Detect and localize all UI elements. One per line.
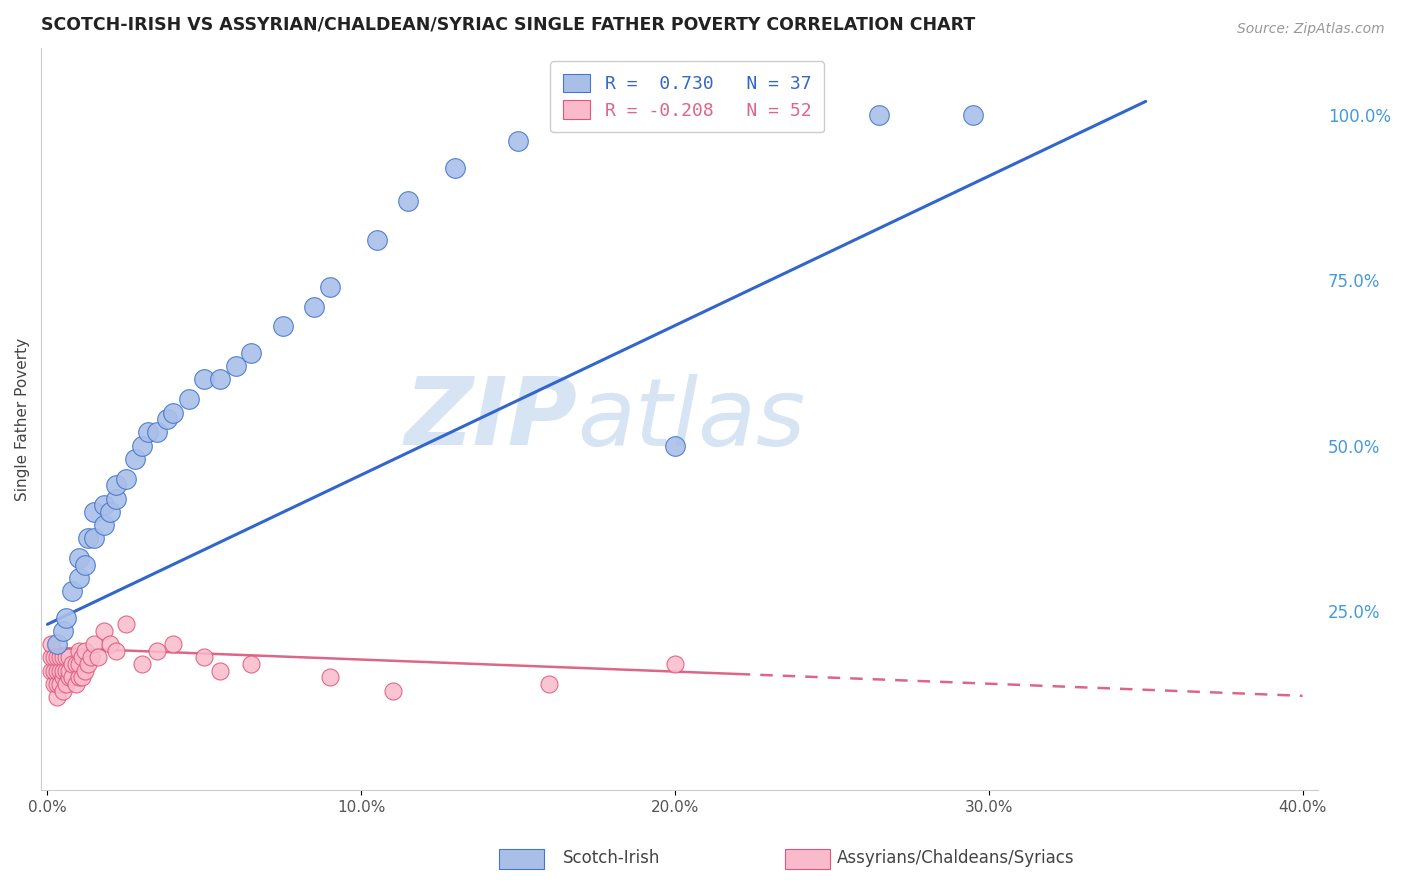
Point xyxy=(52,664,75,678)
Point xyxy=(962,108,984,122)
Point xyxy=(62,584,84,599)
Point xyxy=(381,683,404,698)
Point xyxy=(319,670,342,684)
Point xyxy=(73,664,96,678)
Text: ZIP: ZIP xyxy=(405,373,578,465)
Text: SCOTCH-IRISH VS ASSYRIAN/CHALDEAN/SYRIAC SINGLE FATHER POVERTY CORRELATION CHART: SCOTCH-IRISH VS ASSYRIAN/CHALDEAN/SYRIAC… xyxy=(41,15,976,33)
Point xyxy=(45,664,67,678)
Point xyxy=(67,644,90,658)
Point xyxy=(105,644,128,658)
Point xyxy=(67,670,90,684)
Point xyxy=(115,617,138,632)
Point xyxy=(366,234,388,248)
Point xyxy=(55,677,77,691)
Point xyxy=(208,664,231,678)
Point xyxy=(45,637,67,651)
Point xyxy=(62,657,84,671)
Point xyxy=(146,425,169,440)
Point xyxy=(240,346,263,360)
Point xyxy=(67,571,90,585)
Point xyxy=(73,558,96,572)
Point xyxy=(45,677,67,691)
Point xyxy=(162,637,184,651)
Point xyxy=(93,498,115,512)
Text: Assyrians/Chaldeans/Syriacs: Assyrians/Chaldeans/Syriacs xyxy=(837,849,1074,867)
Point xyxy=(93,518,115,533)
Point xyxy=(83,531,105,545)
Point xyxy=(52,624,75,638)
Point xyxy=(86,650,108,665)
Point xyxy=(67,657,90,671)
Point xyxy=(156,412,179,426)
Point xyxy=(67,551,90,566)
Point xyxy=(70,650,93,665)
Point xyxy=(208,372,231,386)
Point xyxy=(162,405,184,419)
Text: atlas: atlas xyxy=(578,374,806,465)
Point xyxy=(240,657,263,671)
Point xyxy=(39,637,62,651)
Point xyxy=(62,670,84,684)
Point xyxy=(52,650,75,665)
Point xyxy=(42,677,65,691)
Point xyxy=(49,650,72,665)
Text: Scotch-Irish: Scotch-Irish xyxy=(562,849,659,867)
Point xyxy=(80,650,103,665)
Point xyxy=(73,644,96,658)
Point xyxy=(664,439,686,453)
Point xyxy=(55,664,77,678)
Point xyxy=(136,425,159,440)
Point xyxy=(55,611,77,625)
Point xyxy=(225,359,247,374)
Point xyxy=(98,637,121,651)
Point xyxy=(193,650,215,665)
Point xyxy=(98,505,121,519)
Point xyxy=(45,690,67,705)
Point xyxy=(65,657,87,671)
Point xyxy=(105,478,128,492)
Point xyxy=(52,670,75,684)
Point xyxy=(444,161,467,175)
Point xyxy=(49,677,72,691)
Point xyxy=(396,194,419,208)
Point xyxy=(105,491,128,506)
Point xyxy=(193,372,215,386)
Point xyxy=(65,677,87,691)
Point xyxy=(538,677,561,691)
Point xyxy=(77,657,100,671)
Point xyxy=(664,657,686,671)
Point xyxy=(319,279,342,293)
Point xyxy=(39,650,62,665)
Point xyxy=(83,505,105,519)
Text: Source: ZipAtlas.com: Source: ZipAtlas.com xyxy=(1237,22,1385,37)
Point xyxy=(70,670,93,684)
Point xyxy=(124,451,146,466)
Point xyxy=(45,650,67,665)
Point xyxy=(131,657,153,671)
Point xyxy=(49,664,72,678)
Point xyxy=(177,392,200,407)
Point xyxy=(77,531,100,545)
Point xyxy=(302,300,325,314)
Point xyxy=(93,624,115,638)
Point xyxy=(271,319,294,334)
Point xyxy=(52,683,75,698)
Point xyxy=(146,644,169,658)
Point xyxy=(868,108,890,122)
Point xyxy=(506,134,529,148)
Point xyxy=(39,664,62,678)
Point xyxy=(58,664,80,678)
Point xyxy=(58,670,80,684)
Point xyxy=(83,637,105,651)
Point xyxy=(42,664,65,678)
Legend: R =  0.730   N = 37, R = -0.208   N = 52: R = 0.730 N = 37, R = -0.208 N = 52 xyxy=(551,62,824,132)
Point xyxy=(131,439,153,453)
Y-axis label: Single Father Poverty: Single Father Poverty xyxy=(15,337,30,500)
Point xyxy=(115,472,138,486)
Point xyxy=(55,650,77,665)
Point xyxy=(42,650,65,665)
Point xyxy=(58,650,80,665)
